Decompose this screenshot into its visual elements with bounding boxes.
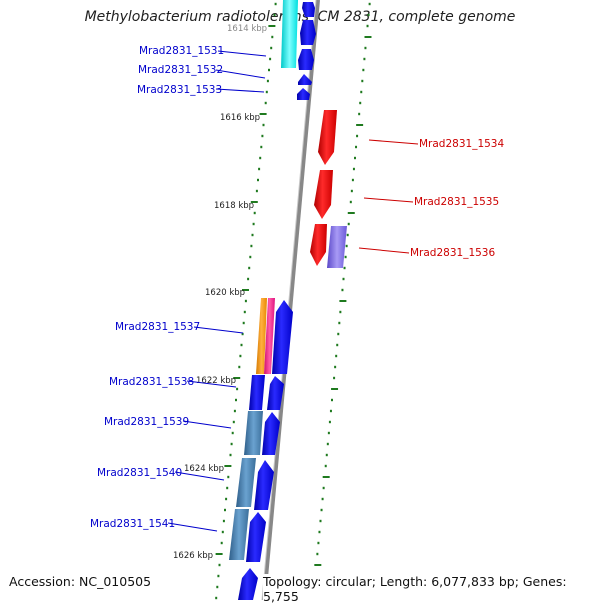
- accession-text: Accession: NC_010505: [9, 574, 154, 589]
- gene-next-blue[interactable]: [238, 568, 258, 600]
- gene-1536-purple[interactable]: [327, 226, 347, 268]
- forward-genes: [229, 0, 316, 600]
- reverse-genes: [310, 110, 347, 268]
- scale-label-1624: 1624 kbp: [184, 464, 224, 474]
- gene-1537-blue[interactable]: [272, 300, 293, 374]
- gene-1541-steel[interactable]: [229, 509, 249, 560]
- right-scale-track: [312, 2, 372, 600]
- gene-label-1536[interactable]: Mrad2831_1536: [410, 247, 495, 259]
- gene-label-1534[interactable]: Mrad2831_1534: [419, 138, 504, 150]
- gene-label-1541[interactable]: Mrad2831_1541: [90, 518, 175, 530]
- gene-1534-red[interactable]: [318, 110, 337, 165]
- gene-1533b-blue[interactable]: [297, 88, 310, 100]
- gene-1540-blue[interactable]: [254, 460, 274, 510]
- genome-info-text: Topology: circular; Length: 6,077,833 bp…: [263, 574, 600, 604]
- scale-label-1616: 1616 kbp: [220, 113, 260, 123]
- gene-1536-red[interactable]: [310, 224, 327, 266]
- gene-1531-cyan[interactable]: [281, 0, 298, 68]
- gene-1538-blue-a[interactable]: [249, 375, 265, 410]
- gene-1531b-blue[interactable]: [300, 20, 316, 45]
- gene-label-1538[interactable]: Mrad2831_1538: [109, 376, 194, 388]
- gene-labels: Mrad2831_1531 Mrad2831_1532 Mrad2831_153…: [90, 45, 504, 530]
- gene-label-1531[interactable]: Mrad2831_1531: [139, 45, 224, 57]
- label-leaders: [167, 50, 419, 532]
- scale-label-1626: 1626 kbp: [173, 551, 213, 561]
- gene-1537-orange[interactable]: [256, 298, 267, 374]
- gene-1535-red[interactable]: [314, 170, 333, 219]
- scale-labels: 1614 kbp 1616 kbp 1618 kbp 1620 kbp 1622…: [173, 24, 267, 561]
- gene-1537-pink[interactable]: [264, 298, 275, 374]
- gene-label-1539[interactable]: Mrad2831_1539: [104, 416, 189, 428]
- left-scale-track: [215, 2, 277, 600]
- gene-label-1535[interactable]: Mrad2831_1535: [414, 196, 499, 208]
- scale-label-1618: 1618 kbp: [214, 201, 254, 211]
- gene-label-1532[interactable]: Mrad2831_1532: [138, 64, 223, 76]
- scale-label-1614: 1614 kbp: [227, 24, 267, 34]
- gene-label-1537[interactable]: Mrad2831_1537: [115, 321, 200, 333]
- gene-1540-steel[interactable]: [236, 458, 256, 507]
- map-title: Methylobacterium radiotolerans JCM 2831,…: [84, 9, 516, 25]
- gene-1541-blue[interactable]: [246, 512, 266, 562]
- gene-1533-blue[interactable]: [298, 74, 312, 85]
- gene-label-1540[interactable]: Mrad2831_1540: [97, 467, 182, 479]
- gene-1531-blue[interactable]: [302, 2, 315, 17]
- scale-label-1622: 1622 kbp: [196, 376, 236, 386]
- gene-1539-steel[interactable]: [244, 411, 263, 455]
- gene-1538-blue-b[interactable]: [267, 376, 284, 410]
- scale-label-1620: 1620 kbp: [205, 288, 245, 298]
- gene-1539-blue[interactable]: [262, 412, 280, 455]
- gene-1532-blue[interactable]: [298, 49, 314, 70]
- gene-label-1533[interactable]: Mrad2831_1533: [137, 84, 222, 96]
